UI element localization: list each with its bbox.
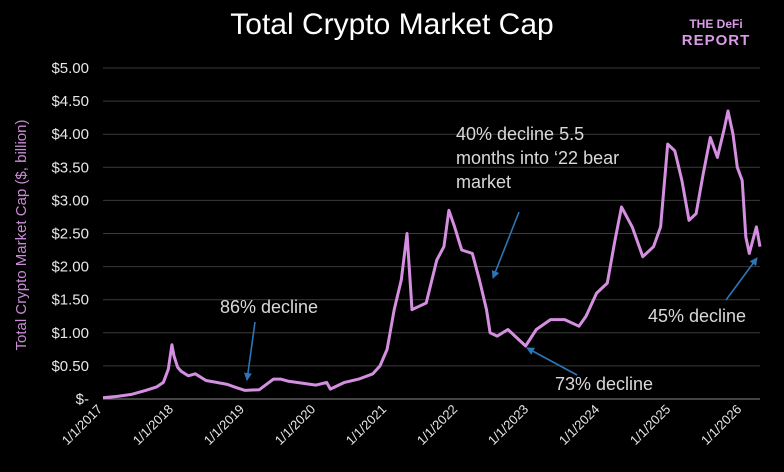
x-tick-label: 1/1/2024 — [556, 402, 602, 448]
y-tick-label: $1.00 — [51, 325, 89, 342]
x-tick-label: 1/1/2021 — [343, 402, 389, 448]
annotation-arrow — [491, 211, 520, 279]
annotation-arrow — [526, 347, 578, 376]
annotations: 86% decline 40% decline 5.5 months into ‘2… — [220, 124, 758, 394]
y-tick-label: $3.00 — [51, 192, 89, 209]
y-tick-label: $2.50 — [51, 226, 89, 243]
annotation-text: 86% decline — [220, 297, 318, 317]
x-tick-label: 1/1/2020 — [272, 402, 318, 448]
x-tick-labels: 1/1/2017 1/1/2018 1/1/2019 1/1/2020 1/1/2021… — [59, 402, 745, 448]
chart-title: Total Crypto Market Cap — [230, 8, 553, 41]
annotation-text: 73% decline — [555, 374, 653, 394]
x-tick-label: 1/1/2023 — [485, 402, 531, 448]
series — [102, 109, 762, 400]
y-tick-label: $4.00 — [51, 126, 89, 143]
x-tick-label: 1/1/2018 — [130, 402, 176, 448]
y-tick-label: $0.50 — [51, 358, 89, 375]
gridlines — [103, 67, 760, 400]
annotation-text: 40% decline 5.5 — [456, 124, 584, 144]
y-tick-label: $- — [76, 391, 89, 408]
y-tick-label: $4.50 — [51, 93, 89, 110]
y-tick-label: $1.50 — [51, 292, 89, 309]
annotation-arrow — [243, 321, 256, 381]
x-tick-label: 1/1/2025 — [627, 402, 673, 448]
annotation-text: months into ‘22 bear — [456, 148, 619, 168]
x-tick-label: 1/1/2019 — [201, 402, 247, 448]
y-tick-label: $5.00 — [51, 60, 89, 77]
x-tick-label: 1/1/2017 — [59, 402, 105, 448]
annotation-arrow — [725, 257, 758, 301]
y-tick-label: $2.00 — [51, 259, 89, 276]
annotation-text: 45% decline — [648, 306, 746, 326]
y-tick-label: $3.50 — [51, 159, 89, 176]
series-line-0 — [102, 109, 762, 400]
y-tick-labels: $5.00 $4.50 $4.00 $3.50 $3.00 $2.50 $2.00 $1.50… — [51, 60, 89, 408]
x-tick-label: 1/1/2026 — [698, 402, 744, 448]
y-axis-label: Total Crypto Market Cap ($, billion) — [13, 120, 30, 351]
logo: THE DeFi REPORT — [682, 17, 751, 49]
annotation-text: market — [456, 172, 511, 192]
x-tick-label: 1/1/2022 — [414, 402, 460, 448]
logo-line-1: THE DeFi — [689, 17, 742, 31]
logo-line-2: REPORT — [682, 32, 751, 49]
